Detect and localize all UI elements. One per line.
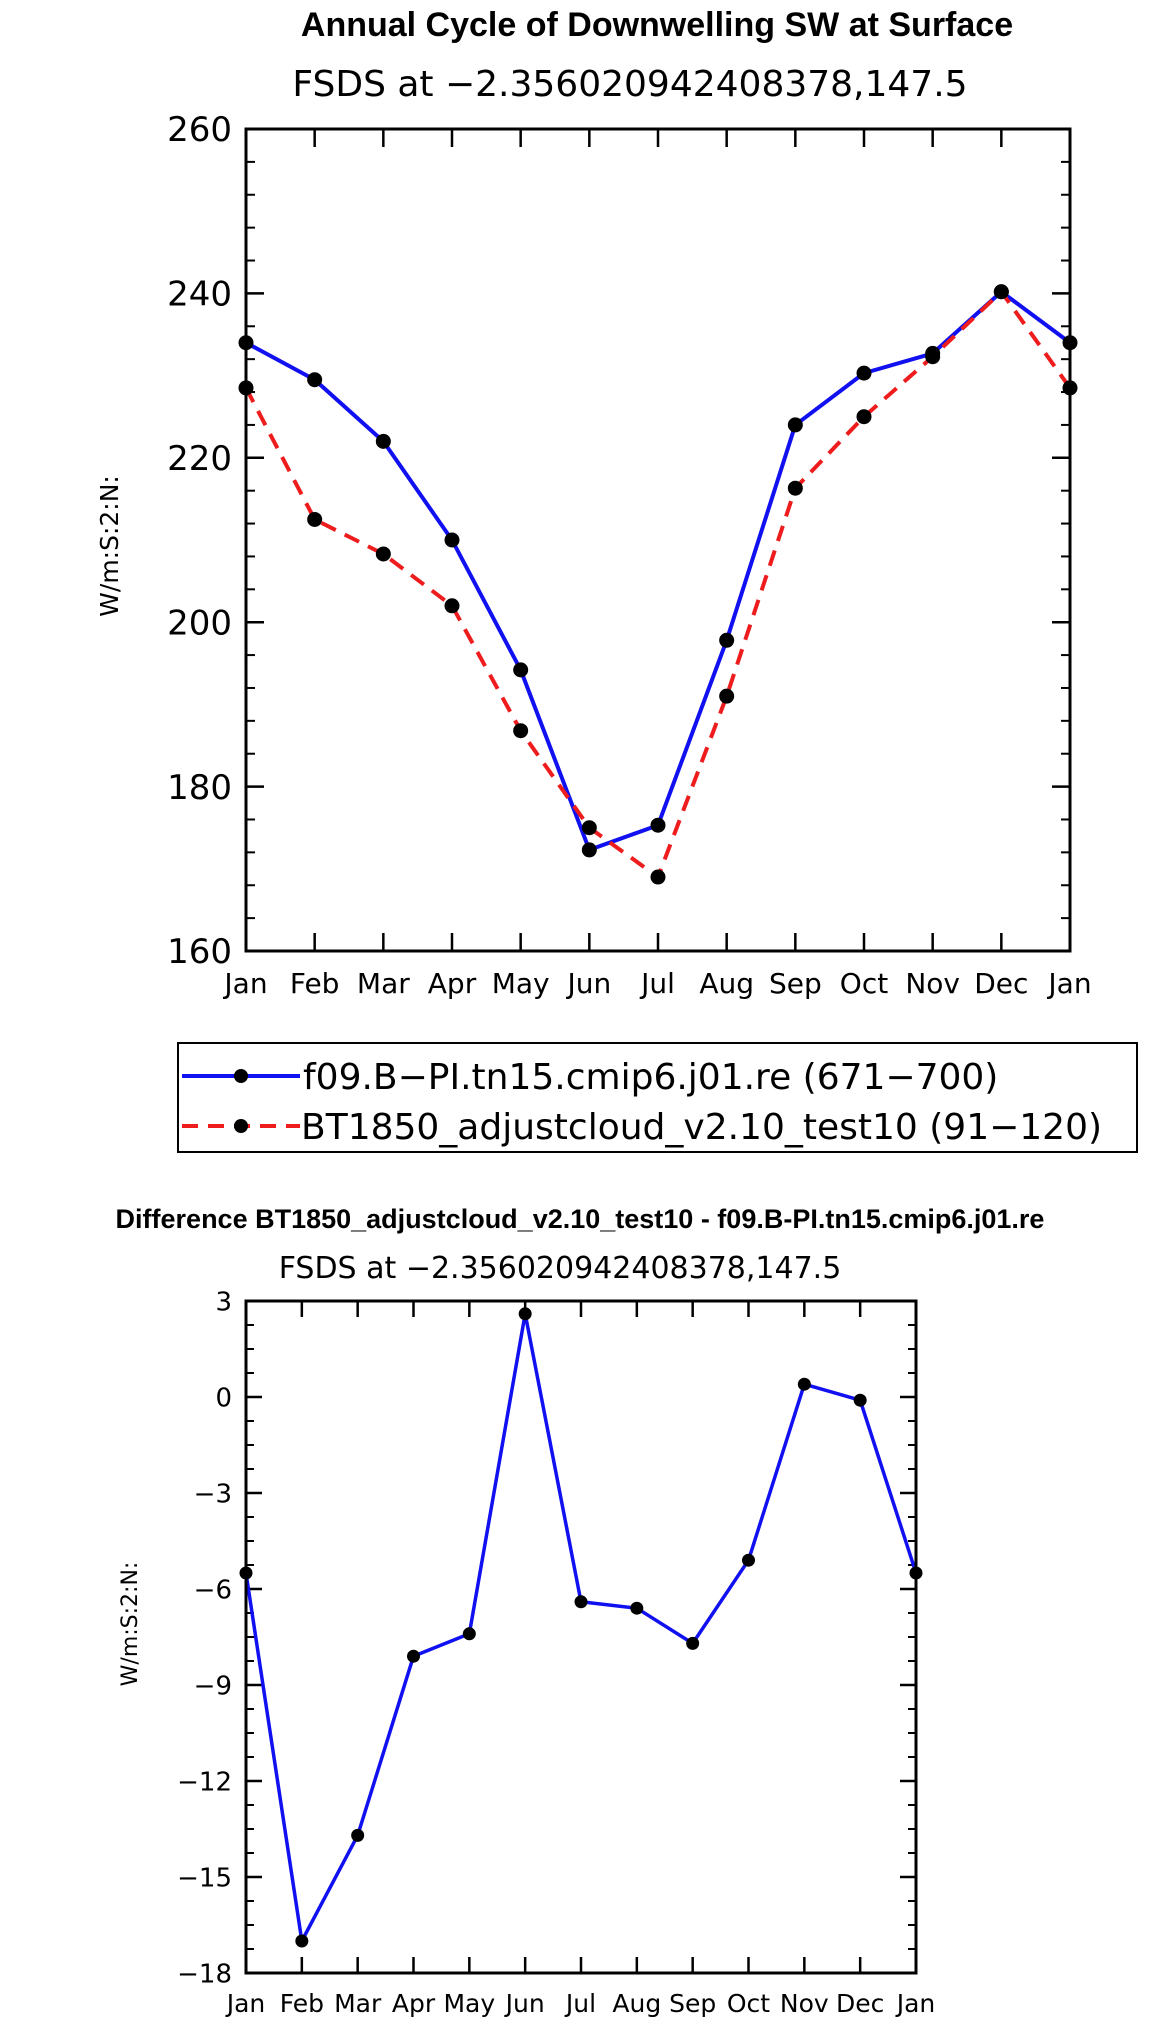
top-chart-data-point-1 [375,546,391,562]
legend-label-test: BT1850_adjustcloud_v2.10_test10 (91−120) [301,1107,1102,1148]
bottom-chart-subtitle: FSDS at −2.356020942408378,147.5 [279,1251,842,1286]
bottom-chart-x-tick-label: Jul [564,1989,596,2018]
top-chart-ticks: Jan Feb Mar Apr May Jun Jul Aug Sep Oct Nov Dec Jan1… [167,110,1091,1000]
top-chart-data-point-1 [925,349,941,365]
bottom-chart-data-point-0 [686,1636,700,1650]
bottom-chart-x-tick-label: Aug [612,1989,661,2018]
legend-marker-control [234,1069,248,1083]
bottom-chart-data-point-0 [630,1601,644,1615]
top-chart-series [238,284,1078,885]
top-chart-x-tick-label: Jan [1046,967,1091,1000]
top-chart-x-tick-label: Mar [357,967,410,1000]
top-chart-x-tick-label: Aug [699,967,754,1000]
top-chart-x-tick-label: Jul [639,967,675,1000]
bottom-chart-x-tick-label: Dec [836,1989,884,2018]
bottom-chart-x-tick-label: Nov [780,1989,829,2018]
top-chart-x-tick-label: Dec [974,967,1028,1000]
top-chart-data-point-1 [307,511,323,527]
bottom-chart-x-tick-label: Jan [895,1989,936,2018]
top-chart-data-point-0 [719,632,735,648]
top-chart-x-tick-label: Feb [290,967,340,1000]
bottom-chart-data-point-0 [295,1934,309,1948]
top-chart-data-point-1 [650,869,666,885]
top-chart-x-tick-label: Nov [905,967,960,1000]
bottom-chart-x-tick-label: Oct [727,1989,770,2018]
top-chart-y-tick-label: 200 [167,603,232,643]
top-chart-data-point-0 [307,372,323,388]
top-chart-subtitle: FSDS at −2.356020942408378,147.5 [292,64,967,105]
top-chart-x-tick-label: May [492,967,550,1000]
top-chart-x-tick-label: Oct [840,967,888,1000]
top-chart-y-axis-label: W/m:S:2:N: [95,475,124,617]
top-chart-x-tick-label: Jan [222,967,267,1000]
top-chart-data-point-0 [650,817,666,833]
bottom-chart: Difference BT1850_adjustcloud_v2.10_test… [116,1204,1045,2018]
top-chart-y-tick-label: 180 [167,768,232,808]
top-chart-plot-frame [244,127,1072,953]
top-chart-data-point-1 [581,820,597,836]
bottom-chart-y-axis-label: W/m:S:2:N: [118,1562,143,1687]
top-chart-y-tick-label: 240 [167,275,232,315]
bottom-chart-data-point-0 [797,1377,811,1391]
top-chart-legend: f09.B−PI.tn15.cmip6.j01.re (671−700) BT1… [177,1042,1138,1153]
bottom-chart-y-tick-label: −6 [194,1575,232,1605]
bottom-chart-plot-frame [244,1299,918,1975]
top-chart-y-tick-label: 160 [167,932,232,972]
top-chart-data-point-1 [719,688,735,704]
top-chart-data-point-0 [581,842,597,858]
top-chart-series-line-1 [244,289,1072,880]
top-chart-series-line-0 [245,289,1072,852]
bottom-chart-data-point-0 [574,1595,588,1609]
top-chart-title: Annual Cycle of Downwelling SW at Surfac… [301,6,1013,44]
bottom-chart-y-tick-label: −12 [177,1767,232,1797]
legend-label-control: f09.B−PI.tn15.cmip6.j01.re (671−700) [303,1057,998,1098]
bottom-chart-title: Difference BT1850_adjustcloud_v2.10_test… [116,1204,1045,1234]
bottom-chart-y-tick-label: −3 [194,1479,232,1509]
legend-box [177,1042,1138,1153]
top-chart-data-point-0 [787,417,803,433]
top-chart-data-point-0 [513,662,529,678]
bottom-chart-data-point-0 [853,1393,867,1407]
legend-marker-test [234,1119,248,1133]
bottom-chart-data-point-0 [462,1627,476,1641]
bottom-chart-series [239,1307,923,1948]
top-chart-y-tick-label: 220 [167,439,232,479]
bottom-chart-y-tick-label: 3 [215,1287,232,1317]
top-chart-data-point-1 [444,598,460,614]
bottom-chart-data-point-0 [518,1307,532,1321]
top-chart: Annual Cycle of Downwelling SW at Surfac… [95,6,1138,1153]
bottom-chart-x-tick-label: Mar [334,1989,382,2018]
top-chart-y-tick-label: 260 [167,110,232,150]
top-chart-data-point-0 [444,532,460,548]
top-chart-data-point-1 [513,723,529,739]
bottom-chart-y-tick-label: −18 [177,1959,232,1989]
bottom-chart-data-point-0 [351,1828,365,1842]
bottom-chart-series-line-0 [244,1312,918,1943]
bottom-chart-x-tick-label: May [443,1989,495,2018]
bottom-chart-x-tick-label: Jan [225,1989,266,2018]
bottom-chart-data-point-0 [742,1553,755,1567]
bottom-chart-y-tick-label: −15 [177,1863,232,1893]
bottom-chart-y-tick-label: −9 [194,1671,232,1701]
top-chart-x-tick-label: Jun [565,967,611,1000]
top-chart-data-point-1 [856,409,872,425]
bottom-chart-x-tick-label: Apr [392,1989,436,2018]
bottom-chart-data-point-0 [407,1649,420,1663]
top-chart-x-tick-label: Sep [769,967,822,1000]
top-chart-x-tick-label: Apr [428,967,477,1000]
top-chart-data-point-0 [856,365,872,381]
top-chart-data-point-1 [787,480,803,496]
bottom-chart-ticks: Jan Feb Mar Apr May Jun Jul Aug Sep Oct Nov Dec Jan−… [177,1287,935,2018]
bottom-chart-x-tick-label: Sep [669,1989,716,2018]
bottom-chart-x-tick-label: Feb [280,1989,324,2018]
top-chart-data-point-1 [993,284,1009,300]
top-chart-data-point-0 [375,433,391,449]
bottom-chart-y-tick-label: 0 [215,1383,232,1413]
bottom-chart-x-tick-label: Jun [504,1989,545,2018]
